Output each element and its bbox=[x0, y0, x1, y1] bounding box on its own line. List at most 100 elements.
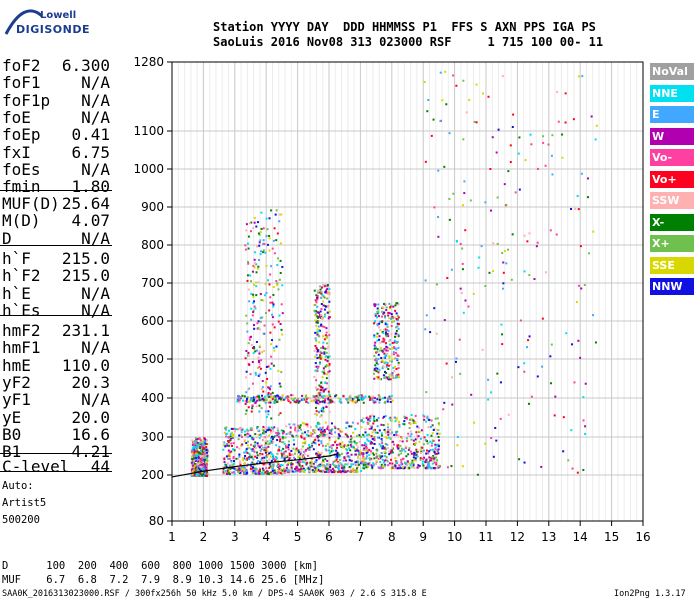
echo-point bbox=[353, 397, 356, 400]
echo-point bbox=[257, 433, 260, 436]
echo-point bbox=[364, 395, 367, 398]
echo-point bbox=[262, 460, 265, 463]
echo-point bbox=[392, 305, 395, 308]
echo-point bbox=[327, 306, 330, 309]
echo-point bbox=[268, 428, 271, 431]
param-row: foE N/A bbox=[2, 108, 110, 127]
echo-point bbox=[377, 376, 380, 379]
echo-point bbox=[320, 323, 323, 326]
echo-point bbox=[269, 367, 272, 370]
echo-point bbox=[368, 417, 371, 420]
echo-point bbox=[387, 436, 390, 439]
echo-point bbox=[278, 338, 281, 341]
echo-point bbox=[393, 353, 396, 356]
echo-point bbox=[309, 464, 312, 467]
echo-point bbox=[371, 431, 374, 434]
echo-point bbox=[368, 448, 371, 451]
echo-point bbox=[280, 429, 283, 432]
echo-point bbox=[326, 470, 329, 473]
echo-point bbox=[340, 467, 343, 470]
echo-point bbox=[584, 433, 587, 436]
echo-point bbox=[327, 356, 330, 359]
echo-point bbox=[376, 310, 379, 313]
echo-point bbox=[428, 456, 431, 459]
echo-point bbox=[268, 452, 271, 455]
echo-point bbox=[315, 294, 318, 297]
echo-point bbox=[261, 432, 264, 435]
x-tick-label: 10 bbox=[447, 530, 462, 544]
echo-point bbox=[370, 427, 373, 430]
echo-point bbox=[297, 401, 300, 404]
echo-point bbox=[300, 428, 303, 431]
echo-point bbox=[373, 437, 376, 440]
echo-point bbox=[276, 433, 279, 436]
echo-point bbox=[315, 452, 318, 455]
echo-point bbox=[286, 468, 289, 471]
echo-point bbox=[191, 456, 194, 459]
echo-point bbox=[273, 227, 276, 230]
echo-point bbox=[394, 357, 397, 360]
echo-point bbox=[289, 426, 292, 429]
echo-point bbox=[374, 320, 377, 323]
echo-point bbox=[321, 386, 324, 389]
echo-point bbox=[268, 434, 271, 437]
echo-point bbox=[318, 454, 321, 457]
echo-point bbox=[433, 458, 436, 461]
echo-point bbox=[255, 398, 258, 401]
echo-point bbox=[276, 394, 279, 397]
echo-point bbox=[246, 396, 249, 399]
echo-point bbox=[338, 468, 341, 471]
echo-point bbox=[247, 406, 250, 409]
y-tick-label: 1100 bbox=[133, 124, 164, 138]
echo-point bbox=[396, 358, 399, 361]
echo-point bbox=[407, 467, 410, 470]
echo-point bbox=[408, 462, 411, 465]
echo-point bbox=[195, 448, 198, 451]
param-row: h`F2 215.0 bbox=[2, 266, 110, 285]
legend-item: X- bbox=[650, 213, 694, 231]
echo-point bbox=[384, 370, 387, 373]
echo-point bbox=[334, 456, 337, 459]
echo-point bbox=[192, 461, 195, 464]
echo-point bbox=[258, 472, 261, 475]
echo-point bbox=[316, 356, 319, 359]
echo-point bbox=[259, 231, 262, 234]
echo-point bbox=[461, 247, 464, 250]
param-name: M(D) bbox=[2, 211, 41, 231]
echo-point bbox=[323, 429, 326, 432]
echo-point bbox=[412, 443, 415, 446]
echo-point bbox=[204, 469, 207, 472]
echo-point bbox=[202, 462, 205, 465]
echo-point bbox=[433, 461, 436, 464]
echo-point bbox=[273, 252, 276, 255]
echo-point bbox=[551, 173, 554, 176]
echo-point bbox=[190, 474, 193, 477]
echo-point bbox=[314, 467, 317, 470]
echo-point bbox=[484, 442, 487, 445]
echo-point bbox=[314, 401, 317, 404]
echo-point bbox=[243, 451, 246, 454]
echo-point bbox=[445, 362, 448, 365]
echo-point bbox=[287, 470, 290, 473]
echo-point bbox=[425, 314, 428, 317]
echo-point bbox=[365, 462, 368, 465]
echo-point bbox=[271, 453, 274, 456]
echo-point bbox=[385, 455, 388, 458]
echo-point bbox=[245, 229, 248, 232]
echo-point bbox=[264, 371, 267, 374]
echo-point bbox=[248, 354, 251, 357]
echo-point bbox=[429, 449, 432, 452]
echo-point bbox=[371, 395, 374, 398]
echo-point bbox=[317, 436, 320, 439]
echo-point bbox=[288, 432, 291, 435]
echo-point bbox=[340, 401, 343, 404]
echo-point bbox=[250, 230, 253, 233]
echo-point bbox=[392, 376, 395, 379]
echo-point bbox=[198, 460, 201, 463]
echo-point bbox=[291, 453, 294, 456]
echo-point bbox=[331, 471, 334, 474]
echo-point bbox=[205, 462, 208, 465]
echo-point bbox=[326, 365, 329, 368]
echo-point bbox=[434, 447, 437, 450]
echo-point bbox=[193, 451, 196, 454]
